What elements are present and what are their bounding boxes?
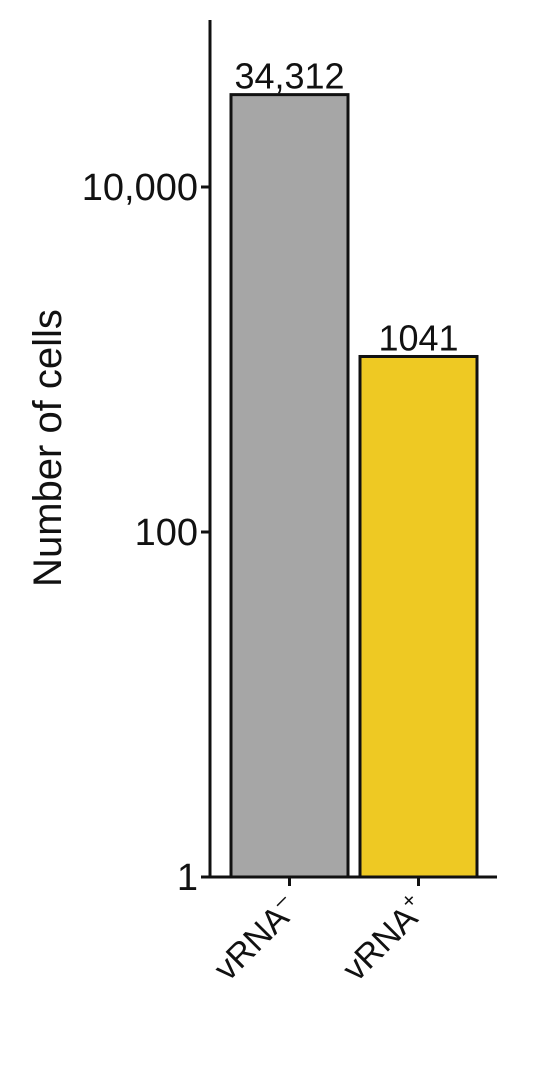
- x-tick-label: vRNA–: [204, 886, 306, 988]
- bar: [229, 93, 350, 879]
- y-axis-title: Number of cells: [26, 309, 70, 587]
- y-tick-label: 100: [135, 512, 198, 554]
- y-tick-label: 1: [177, 857, 198, 899]
- bar: [358, 354, 479, 879]
- y-tick-label: 10,000: [82, 167, 198, 209]
- x-tick-label: vRNA+: [333, 887, 435, 989]
- data-label: 1041: [378, 317, 458, 358]
- bars: [229, 93, 479, 879]
- data-label: 34,312: [234, 56, 344, 97]
